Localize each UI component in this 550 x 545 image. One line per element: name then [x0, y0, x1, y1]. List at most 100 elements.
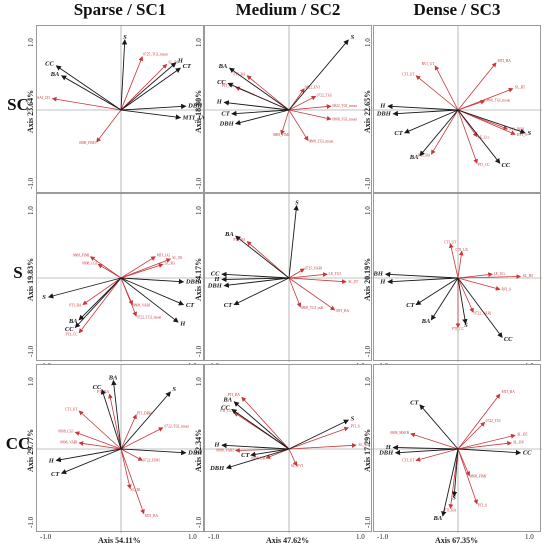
vector-label-dbh: DBH [374, 271, 384, 278]
vector-ba [233, 401, 290, 450]
vector-s [457, 109, 526, 134]
vector-dbh [120, 277, 185, 285]
vector-cc [100, 388, 122, 450]
biplot-s-2: PTI_BA 0725_VARI LE_TGI SL_B7 RVI_BA 0808_TGI… [204, 193, 373, 362]
vector-label-0808-cgi: 0808_CGI [82, 262, 98, 266]
vector-le-ug [457, 272, 493, 279]
y-tick-min: -1.0 [195, 177, 203, 189]
vector-label-h: H [177, 57, 184, 64]
vector-label-pti-dbh: PTI_DBH [137, 411, 152, 415]
vector-label-cti-ut: CTI_UT [402, 72, 415, 76]
vector-pti-ba [448, 448, 459, 510]
vector-label-0808-cgi: 0808_CGI [58, 429, 74, 433]
vector-label-pti-s: PTI_S [478, 504, 487, 508]
vector-pti-s [288, 426, 350, 450]
vector-le-tgi [288, 272, 328, 279]
vector-0722-tgi [457, 421, 486, 450]
x-axis-label: Axis 67.35% [435, 536, 479, 545]
vector-cti-ut [448, 243, 459, 279]
vector-label-h: H [213, 442, 220, 449]
vector-0808-tgi-mean [457, 99, 486, 111]
vector-label-h: H [48, 457, 55, 464]
vector-label-cc: CC [501, 162, 510, 169]
vector-label-ba: BA [50, 71, 60, 78]
biplot-cc-3: MTI_BA SL_B5 SL_B8 PTI_BA PTI_S 0808_MSEB CTI_… [373, 364, 542, 533]
vector-h [120, 277, 179, 323]
vector-dbh [223, 277, 290, 288]
vector-label-ba: BA [421, 318, 431, 325]
vector-label-0808-tgi-mean: 0808_TGI_mean [332, 117, 357, 121]
vector-pti-ba [108, 393, 122, 450]
vector-ba [419, 109, 459, 157]
column-title-3: Dense / SC3 [413, 0, 501, 19]
biplot-svg: SAI_CD0725_TGI_mean0808_FIMISL_B1CCBAHCT… [37, 26, 205, 194]
vector-sl-b1 [120, 258, 172, 279]
vector-0808-vari [120, 277, 134, 306]
y-tick-max: 1.0 [364, 206, 372, 215]
vector-label-ba: BA [409, 154, 419, 161]
vector-label-0808-fimi: 0808_FIMI [273, 133, 290, 137]
vector-h [392, 444, 459, 451]
vector-label-mti-ug: MTI_UG [157, 254, 171, 258]
vector-label-0808-vari: 0808_VARI [133, 303, 151, 307]
vector-label-cti-ut: CTI_UT [65, 407, 78, 411]
vector-dbh [384, 271, 459, 279]
vector-cc [55, 65, 122, 111]
biplot-sc-2: PTI_BA PTI_CC 0722_TGI 0808_TGI_mean 0822_EV… [204, 25, 373, 194]
vector-label-mti-ba: MTI_BA [501, 390, 515, 394]
biplot-s-1: 0808_FIMI 0808_CGI MTI_UG SL_B1 SL_B3 PTI_BA P… [36, 193, 205, 362]
vector-label-h: H [179, 320, 186, 327]
vector-label-0808-mseb: 0808_MSEB [390, 431, 409, 435]
vector-label-dbh: DBH [185, 278, 201, 285]
vector-label-s: S [42, 294, 46, 301]
vector-pti-dbh [120, 414, 137, 450]
vector-label-h: H [213, 276, 220, 283]
vector-dbh [120, 103, 187, 111]
vector-sl-b1 [120, 63, 168, 111]
vector-label-pti-ba: PTI_BA [69, 303, 82, 307]
vector-h [221, 276, 290, 283]
vector-ba [111, 379, 122, 450]
vector-sl-b5 [457, 433, 516, 450]
vector-s [288, 419, 350, 450]
vector-0808-fimi [457, 448, 471, 477]
y-axis-label: Axis 20.19% [363, 257, 372, 301]
vector-label-pti-cc: PTI_CC [452, 327, 465, 331]
x-axis-label: Axis 47.62% [266, 536, 310, 545]
vector-label-mti-ba: MTI_BA [498, 59, 512, 63]
vector-label-dbh: DBH [209, 465, 225, 472]
vector-label-0808-fimi: 0808_FIMI [79, 141, 96, 145]
vector-0808-vari [235, 448, 290, 453]
vector-label-rvi-ut: RVI_UT [422, 62, 435, 66]
vector-label-h: H [216, 99, 223, 106]
vector-label-sl-b1: SL_B1 [172, 256, 182, 260]
vector-cti-ut [415, 448, 459, 462]
vector-label-pti-ba: PTI_BA [418, 154, 431, 158]
vector-cc [231, 408, 290, 450]
vector-label-cc: CC [45, 61, 54, 68]
vector-label-0808-vari: 0808_VARI [60, 441, 78, 445]
vector-cc [74, 277, 122, 329]
vector-label-dbh: DBH [219, 121, 235, 128]
vector-label-ba: BA [108, 374, 118, 381]
vector-label-0722-fimi: 0722_FIMI [143, 459, 160, 463]
vector-sl-b5 [288, 443, 357, 450]
vector-label-dbh: DBH [187, 449, 203, 456]
vector-label-cc: CC [504, 336, 513, 343]
vector-ct [419, 404, 459, 450]
y-tick-min: -1.0 [27, 516, 35, 528]
vector-label-s: S [351, 34, 355, 41]
vector-label-0808-fimi: 0808_FIMI [470, 474, 487, 478]
vector-rvi-ut [434, 65, 459, 111]
vector-label-ct: CT [410, 400, 419, 407]
vector-cc [221, 271, 290, 279]
y-tick-max: 1.0 [27, 206, 35, 215]
vector-mti-ug [120, 256, 156, 279]
y-tick-min: -1.0 [364, 177, 372, 189]
biplot-svg: PTI_BACTI_UT0722_TGI_mean0808_CGI0808_VA… [37, 365, 205, 533]
x-axis-label: Axis 54.11% [98, 536, 141, 545]
vector-dbh [225, 448, 290, 470]
vector-label-0808-tgi-mean: 0808_TGI_mean [486, 98, 511, 102]
vector-label-ba: BA [68, 318, 78, 325]
vector-label-ct: CT [183, 63, 192, 70]
